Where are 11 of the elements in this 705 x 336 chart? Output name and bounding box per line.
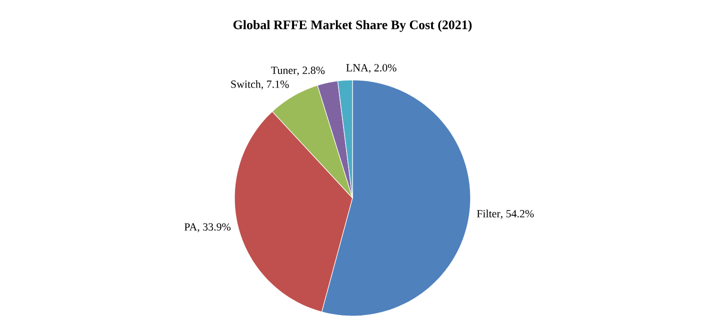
data-label: , 2.0% (368, 64, 396, 74)
data-label: , 7.1% (261, 80, 289, 90)
data-label: , 54.2% (500, 210, 534, 219)
slice-label: Filter (476, 210, 500, 218)
slice-label: PA (184, 223, 198, 230)
chart-title: Global RFFE Market Share By Cost (2021) (233, 20, 472, 32)
slice-label: Tuner (271, 66, 297, 74)
data-label: , 2.8% (297, 66, 325, 76)
slice-label: Switch (231, 80, 261, 88)
slice-label: LNA (346, 64, 368, 72)
data-label: , 33.9% (198, 223, 231, 232)
